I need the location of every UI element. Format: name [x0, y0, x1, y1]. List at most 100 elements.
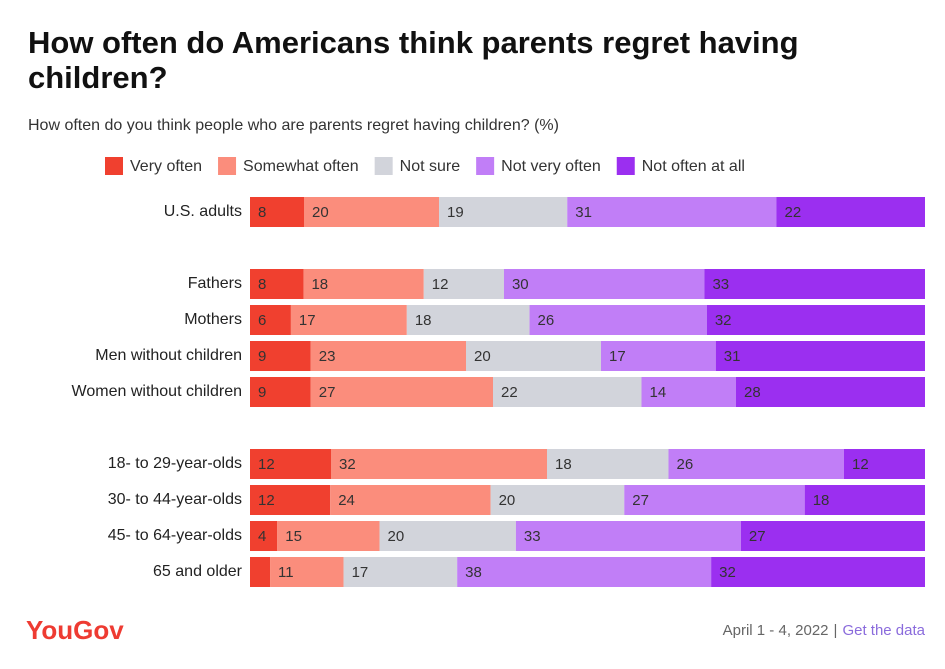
bar-segment: [250, 197, 304, 227]
value-label: 20: [499, 492, 516, 509]
bar-segment: [270, 557, 344, 587]
category-label: 30- to 44-year-olds: [108, 491, 242, 508]
value-label: 22: [501, 384, 518, 401]
bar-segment: [406, 305, 530, 335]
bar-segment: [668, 449, 844, 479]
subtitle: How often do you think people who are pa…: [28, 117, 559, 134]
bar-segment: [641, 377, 736, 407]
bar-segment: [250, 377, 311, 407]
bar-segment: [423, 269, 504, 299]
value-label: 27: [632, 492, 649, 509]
bar-segment: [343, 557, 458, 587]
category-label: 45- to 64-year-olds: [108, 527, 242, 544]
chart-title: children?: [28, 60, 168, 95]
value-label: 8: [258, 276, 266, 293]
bar-segment: [704, 269, 925, 299]
value-label: 17: [609, 348, 626, 365]
category-label: 18- to 29-year-olds: [108, 455, 242, 472]
bar-segment: [250, 449, 331, 479]
value-label: 30: [512, 276, 529, 293]
value-label: 22: [785, 204, 802, 221]
value-label: 33: [524, 528, 541, 545]
value-label: 12: [852, 456, 869, 473]
value-label: 18: [311, 276, 328, 293]
bar-segment: [490, 485, 625, 515]
bar-segment: [736, 377, 925, 407]
value-label: 12: [258, 456, 275, 473]
bar-segment: [740, 521, 925, 551]
bar-segment: [439, 197, 568, 227]
value-label: 4: [258, 528, 266, 545]
value-label: 18: [415, 312, 432, 329]
value-label: 8: [258, 204, 266, 221]
value-label: 23: [319, 348, 336, 365]
bar-segment: [379, 521, 516, 551]
bar-segment: [310, 341, 466, 371]
bar-segment: [706, 305, 925, 335]
value-label: 26: [538, 312, 555, 329]
bar-segment: [776, 197, 925, 227]
legend-label: Not often at all: [642, 158, 745, 175]
footer-separator: |: [834, 622, 838, 639]
value-label: 32: [719, 564, 736, 581]
bar-segment: [330, 485, 491, 515]
bar-segment: [515, 521, 741, 551]
value-label: 31: [575, 204, 592, 221]
bar-segment: [715, 341, 925, 371]
value-label: 17: [352, 564, 369, 581]
bar-segment: [290, 305, 407, 335]
value-label: 20: [312, 204, 329, 221]
bar-segment: [624, 485, 805, 515]
bar-segment: [493, 377, 642, 407]
bar-segment: [466, 341, 601, 371]
value-label: 19: [447, 204, 464, 221]
value-label: 38: [465, 564, 482, 581]
legend-label: Very often: [130, 158, 202, 175]
value-label: 27: [319, 384, 336, 401]
legend-label: Not very often: [501, 158, 601, 175]
category-label: Women without children: [72, 383, 242, 400]
category-label: Men without children: [95, 347, 242, 364]
bar-segment: [529, 305, 707, 335]
bar-segment: [601, 341, 716, 371]
value-label: 27: [749, 528, 766, 545]
legend-label: Somewhat often: [243, 158, 359, 175]
legend-swatch: [476, 157, 495, 175]
legend-swatch: [218, 157, 237, 175]
bar-segment: [331, 449, 547, 479]
value-label: 12: [432, 276, 449, 293]
value-label: 24: [338, 492, 355, 509]
bar-segment: [503, 269, 705, 299]
bar-segment: [250, 269, 304, 299]
bar-segment: [250, 557, 271, 587]
category-label: 65 and older: [153, 563, 243, 580]
bar-segment: [457, 557, 712, 587]
bar-segment: [304, 197, 439, 227]
bar-segment: [844, 449, 925, 479]
value-label: 18: [813, 492, 830, 509]
value-label: 28: [744, 384, 761, 401]
logo: YouGov: [26, 615, 124, 645]
footer-link[interactable]: Get the data: [842, 622, 925, 639]
value-label: 15: [285, 528, 302, 545]
bar-segment: [567, 197, 777, 227]
bar-segment: [711, 557, 925, 587]
legend-swatch: [374, 157, 393, 175]
value-label: 31: [724, 348, 741, 365]
category-label: Fathers: [188, 275, 242, 292]
legend-swatch: [616, 157, 635, 175]
value-label: 12: [258, 492, 275, 509]
bar-segment: [250, 521, 278, 551]
bar-segment: [547, 449, 669, 479]
category-label: U.S. adults: [164, 203, 242, 220]
category-label: Mothers: [184, 311, 242, 328]
value-label: 6: [258, 312, 266, 329]
footer-date: April 1 - 4, 2022: [723, 622, 829, 639]
value-label: 14: [650, 384, 667, 401]
value-label: 32: [715, 312, 732, 329]
legend-swatch: [105, 157, 123, 175]
bar-segment: [250, 305, 291, 335]
value-label: 32: [339, 456, 356, 473]
value-label: 11: [278, 564, 294, 581]
